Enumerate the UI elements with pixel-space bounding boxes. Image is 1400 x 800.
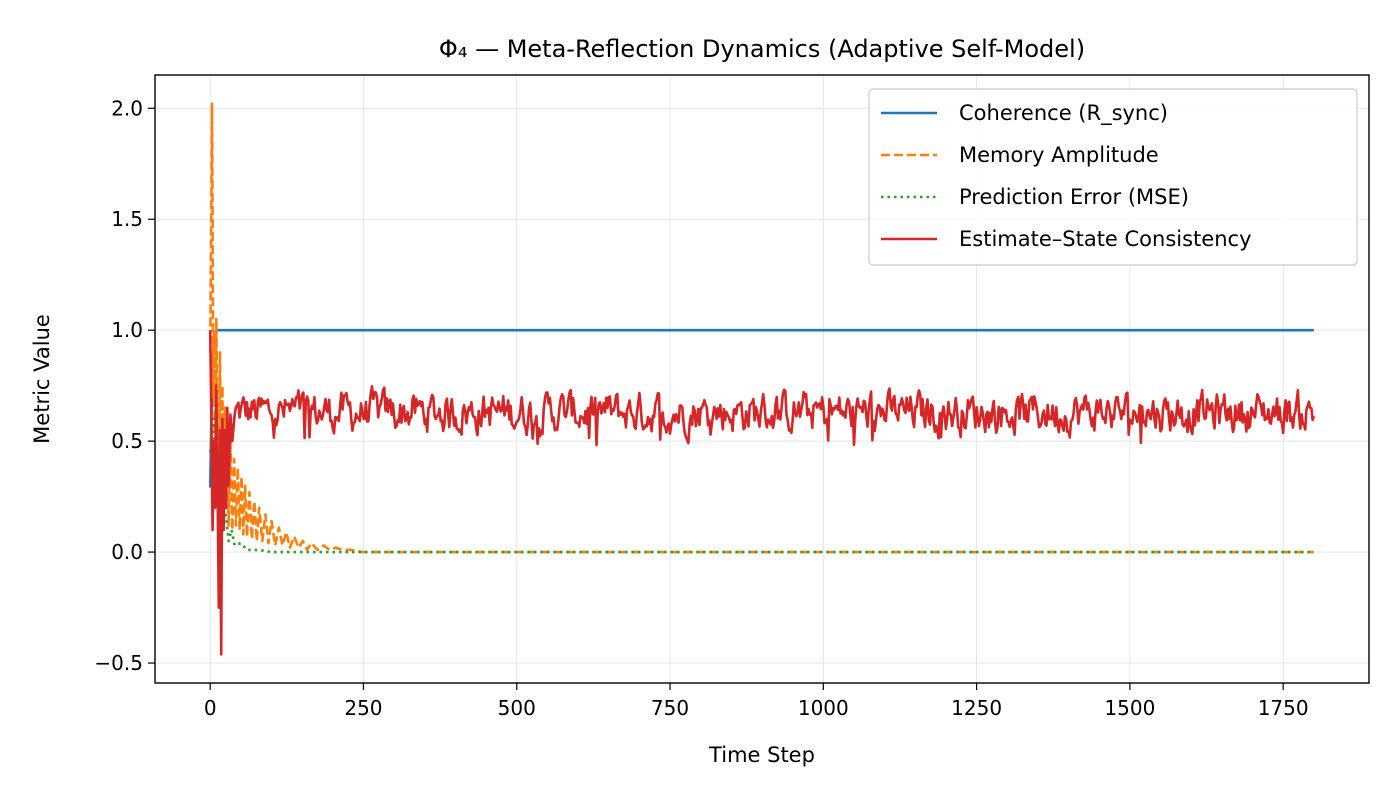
y-tick-label: 1.0 [111,318,143,342]
legend-label-3: Estimate–State Consistency [959,227,1252,251]
y-tick-label: 0.5 [111,429,143,453]
legend-label-2: Prediction Error (MSE) [959,185,1189,209]
y-axis-label: Metric Value [30,314,54,444]
series-line-1 [208,102,1314,554]
x-tick-label: 1750 [1258,696,1309,720]
x-tick-label: 750 [651,696,689,720]
series-line-3 [208,330,1316,656]
legend-box [868,88,1358,266]
plot-series [208,102,1316,656]
y-axis-ticks: −0.5 0.0 0.5 1.0 1.5 2.0 [94,96,155,675]
plot-frame [154,74,1370,684]
x-tick-label: 250 [344,696,382,720]
y-tick-label: 1.5 [111,207,143,231]
chart-title: Φ₄ — Meta-Reflection Dynamics (Adaptive … [439,35,1085,63]
x-tick-label: 500 [498,696,536,720]
y-tick-label: 2.0 [111,96,143,120]
legend-label-1: Memory Amplitude [959,143,1159,167]
x-axis-label: Time Step [708,743,815,767]
x-tick-label: 1250 [951,696,1002,720]
legend: Coherence (R_sync) Memory Amplitude Predic… [868,88,1358,266]
y-tick-label: 0.0 [111,540,143,564]
x-tick-label: 0 [204,696,217,720]
x-axis-ticks: 0 250 500 750 1000 1250 1500 1750 [204,683,1309,720]
x-tick-label: 1500 [1104,696,1155,720]
x-tick-label: 1000 [798,696,849,720]
y-tick-label: −0.5 [94,651,143,675]
legend-label-0: Coherence (R_sync) [959,101,1168,126]
